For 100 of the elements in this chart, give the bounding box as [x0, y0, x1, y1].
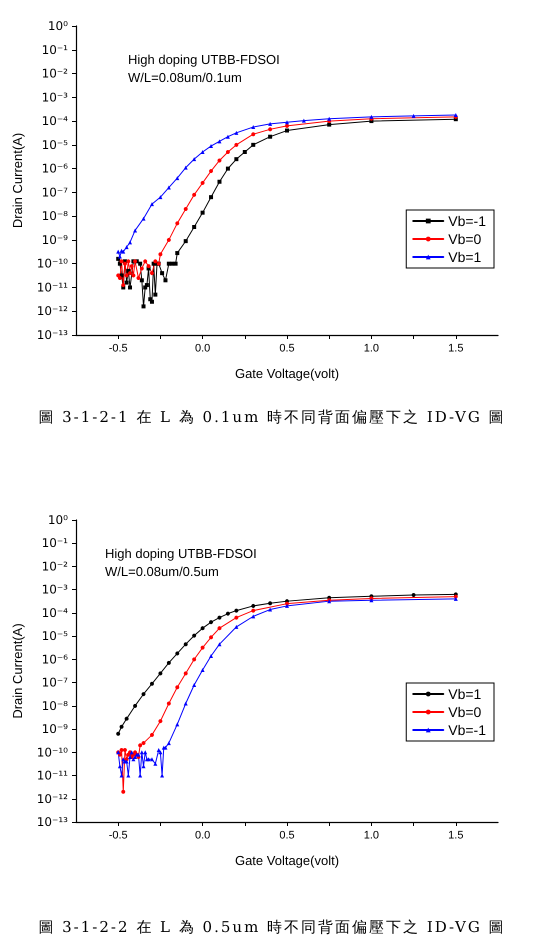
- point: [268, 134, 272, 139]
- y-tick-label: 10⁻⁹: [42, 722, 68, 736]
- point: [143, 259, 148, 264]
- point: [140, 266, 144, 270]
- point: [412, 593, 416, 598]
- y-tick-label: 10⁻⁸: [42, 209, 68, 224]
- point: [156, 748, 161, 752]
- point: [142, 692, 146, 696]
- legend-label: Vb=0: [448, 231, 482, 247]
- text: W/L=0.08um/0.5um: [105, 564, 219, 579]
- point: [118, 276, 122, 280]
- point: [251, 604, 256, 608]
- point: [121, 790, 126, 794]
- y-tick-label: 10⁻⁵: [42, 629, 68, 644]
- point: [138, 774, 142, 778]
- y-tick-label: 10⁻¹¹: [36, 768, 68, 783]
- point: [234, 608, 238, 613]
- y-tick-label: 10⁻¹²: [36, 304, 68, 318]
- point: [200, 180, 205, 185]
- y-tick-label: 10⁻²: [42, 559, 68, 574]
- y-tick-label: 10⁻⁹: [42, 232, 68, 247]
- point: [192, 192, 196, 197]
- y-axis-title: Drain Current(A): [10, 132, 25, 228]
- x-tick-label: 0.0: [194, 342, 210, 354]
- text: High doping UTBB-FDSOI: [128, 52, 280, 67]
- x-tick-label: 0.0: [194, 830, 210, 842]
- point: [234, 142, 238, 147]
- y-tick-label: 10⁻⁷: [42, 676, 68, 690]
- point: [128, 271, 132, 276]
- point: [131, 273, 136, 278]
- point: [118, 764, 122, 768]
- point: [120, 259, 124, 264]
- y-axis-title: Drain Current(A): [10, 623, 25, 719]
- point: [234, 616, 238, 620]
- point: [242, 150, 247, 154]
- point: [163, 278, 168, 282]
- text: W/L=0.08um/0.1um: [128, 70, 242, 85]
- y-tick-label: 10⁻⁴: [42, 606, 68, 620]
- point: [285, 128, 289, 133]
- x-tick-label: 1.0: [364, 830, 380, 842]
- y-tick-label: 10⁻⁶: [42, 162, 68, 176]
- point: [175, 176, 180, 180]
- point: [158, 671, 162, 676]
- point: [268, 127, 272, 132]
- y-tick-label: 10⁻¹³: [36, 815, 68, 829]
- x-tick-label: 1.5: [448, 342, 464, 354]
- point: [200, 626, 205, 630]
- point: [226, 166, 230, 171]
- point: [184, 239, 188, 244]
- y-tick-label: 10⁻¹: [42, 42, 68, 57]
- point: [166, 238, 171, 242]
- point: [217, 180, 222, 184]
- point: [251, 608, 256, 613]
- point: [160, 774, 164, 778]
- point: [150, 682, 154, 686]
- text: High doping UTBB-FDSOI: [105, 546, 257, 561]
- point: [184, 671, 188, 676]
- y-tick-label: 10⁻¹³: [36, 328, 68, 342]
- point: [140, 278, 144, 282]
- caption: 圖 3-1-2-2 在 L 為 0.5um 時不同背面偏壓下之 ID-VG 圖: [37, 918, 507, 937]
- point: [200, 668, 205, 672]
- point: [143, 750, 148, 754]
- point: [122, 262, 127, 266]
- point: [142, 741, 146, 746]
- point: [126, 774, 130, 778]
- point: [130, 264, 134, 268]
- x-tick-label: 0.5: [279, 830, 295, 842]
- legend-label: Vb=1: [448, 686, 482, 702]
- point: [217, 626, 222, 630]
- point: [234, 624, 238, 629]
- point: [175, 221, 180, 226]
- point: [120, 724, 124, 729]
- y-tick-label: 10⁻³: [42, 582, 68, 597]
- point: [200, 150, 205, 154]
- point: [184, 166, 188, 170]
- point: [192, 657, 196, 662]
- legend-label: Vb=0: [448, 704, 482, 720]
- point: [120, 748, 124, 752]
- y-tick-label: 10⁻¹²: [36, 792, 68, 806]
- point: [153, 259, 158, 264]
- x-tick-label: 1.0: [364, 342, 380, 354]
- point: [209, 654, 214, 658]
- x-axis-title: Gate Voltage(volt): [234, 853, 340, 868]
- point: [217, 139, 222, 144]
- point: [209, 144, 214, 148]
- point: [251, 125, 256, 130]
- legend-label: Vb=1: [448, 249, 482, 265]
- point: [184, 642, 188, 646]
- point: [124, 280, 129, 285]
- y-tick-label: 10⁻⁴: [42, 114, 68, 128]
- point: [209, 195, 214, 200]
- point: [150, 202, 154, 206]
- point: [174, 262, 178, 266]
- x-tick-label: 1.5: [448, 830, 464, 842]
- point: [251, 614, 256, 618]
- point: [268, 601, 272, 606]
- point: [217, 616, 222, 620]
- point: [175, 722, 180, 726]
- point: [166, 741, 171, 746]
- y-tick-label: 10⁻³: [42, 90, 68, 104]
